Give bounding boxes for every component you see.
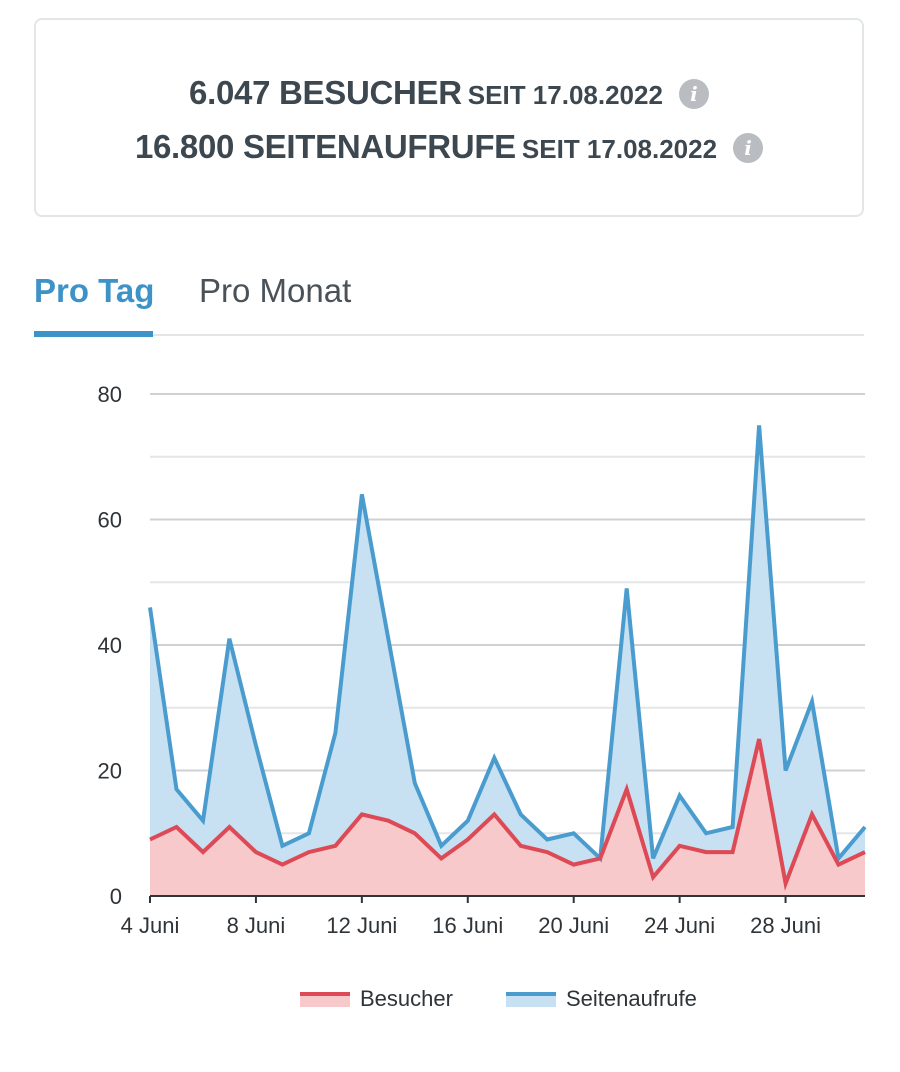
visitors-line: [149, 738, 866, 891]
info-icon[interactable]: i: [678, 79, 709, 109]
stats-card: 6.047 BESUCHER SEIT 17.08.2022 i 16.800 SE…: [34, 18, 864, 217]
pageviews-stat: 16.800 SEITENAUFRUFE SEIT 17.08.2022 i: [36, 128, 862, 166]
x-tick-label: 28 Juni: [750, 913, 821, 938]
visitors-since: SEIT 17.08.2022: [467, 80, 663, 110]
pageviews-line: [148, 425, 867, 863]
legend-item-visitors[interactable]: Besucher: [300, 986, 453, 1012]
pageviews-count: 16.800 SEITENAUFRUFE: [134, 128, 516, 165]
y-tick-label: 0: [110, 884, 122, 909]
y-tick-label: 60: [98, 508, 122, 533]
legend-label-pageviews: Seitenaufrufe: [566, 986, 697, 1011]
legend-item-pageviews[interactable]: Seitenaufrufe: [506, 986, 697, 1012]
period-tabs: Pro Tag Pro Monat: [34, 266, 864, 337]
visitors-area: [150, 739, 865, 896]
active-tab-indicator: [34, 331, 153, 337]
pageviews-since: SEIT 17.08.2022: [521, 134, 718, 164]
legend-swatch-visitors: [300, 992, 350, 1007]
chart-legend: Besucher Seitenaufrufe: [0, 986, 900, 1016]
x-tick-label: 20 Juni: [538, 913, 609, 938]
info-icon[interactable]: i: [733, 133, 764, 163]
x-tick-label: 24 Juni: [644, 913, 715, 938]
tab-per-month[interactable]: Pro Monat: [199, 272, 352, 309]
tab-per-day[interactable]: Pro Tag: [34, 272, 155, 309]
y-tick-label: 80: [98, 382, 122, 407]
legend-label-visitors: Besucher: [360, 986, 453, 1011]
x-tick-label: 16 Juni: [432, 913, 503, 938]
x-tick-label: 8 Juni: [227, 913, 286, 938]
area-chart: 0 20 40 60 80 4 Juni 8 Juni 12 Juni 16 Juni 20 Ju…: [98, 382, 867, 938]
visitors-count: 6.047 BESUCHER: [189, 74, 462, 111]
y-tick-label: 20: [98, 759, 122, 784]
x-tick-label: 12 Juni: [326, 913, 397, 938]
legend-swatch-pageviews: [506, 992, 556, 1007]
visitors-stat: 6.047 BESUCHER SEIT 17.08.2022 i: [36, 74, 862, 112]
x-tick-label: 4 Juni: [121, 913, 180, 938]
y-tick-label: 40: [98, 633, 122, 658]
pageviews-area: [150, 425, 865, 896]
